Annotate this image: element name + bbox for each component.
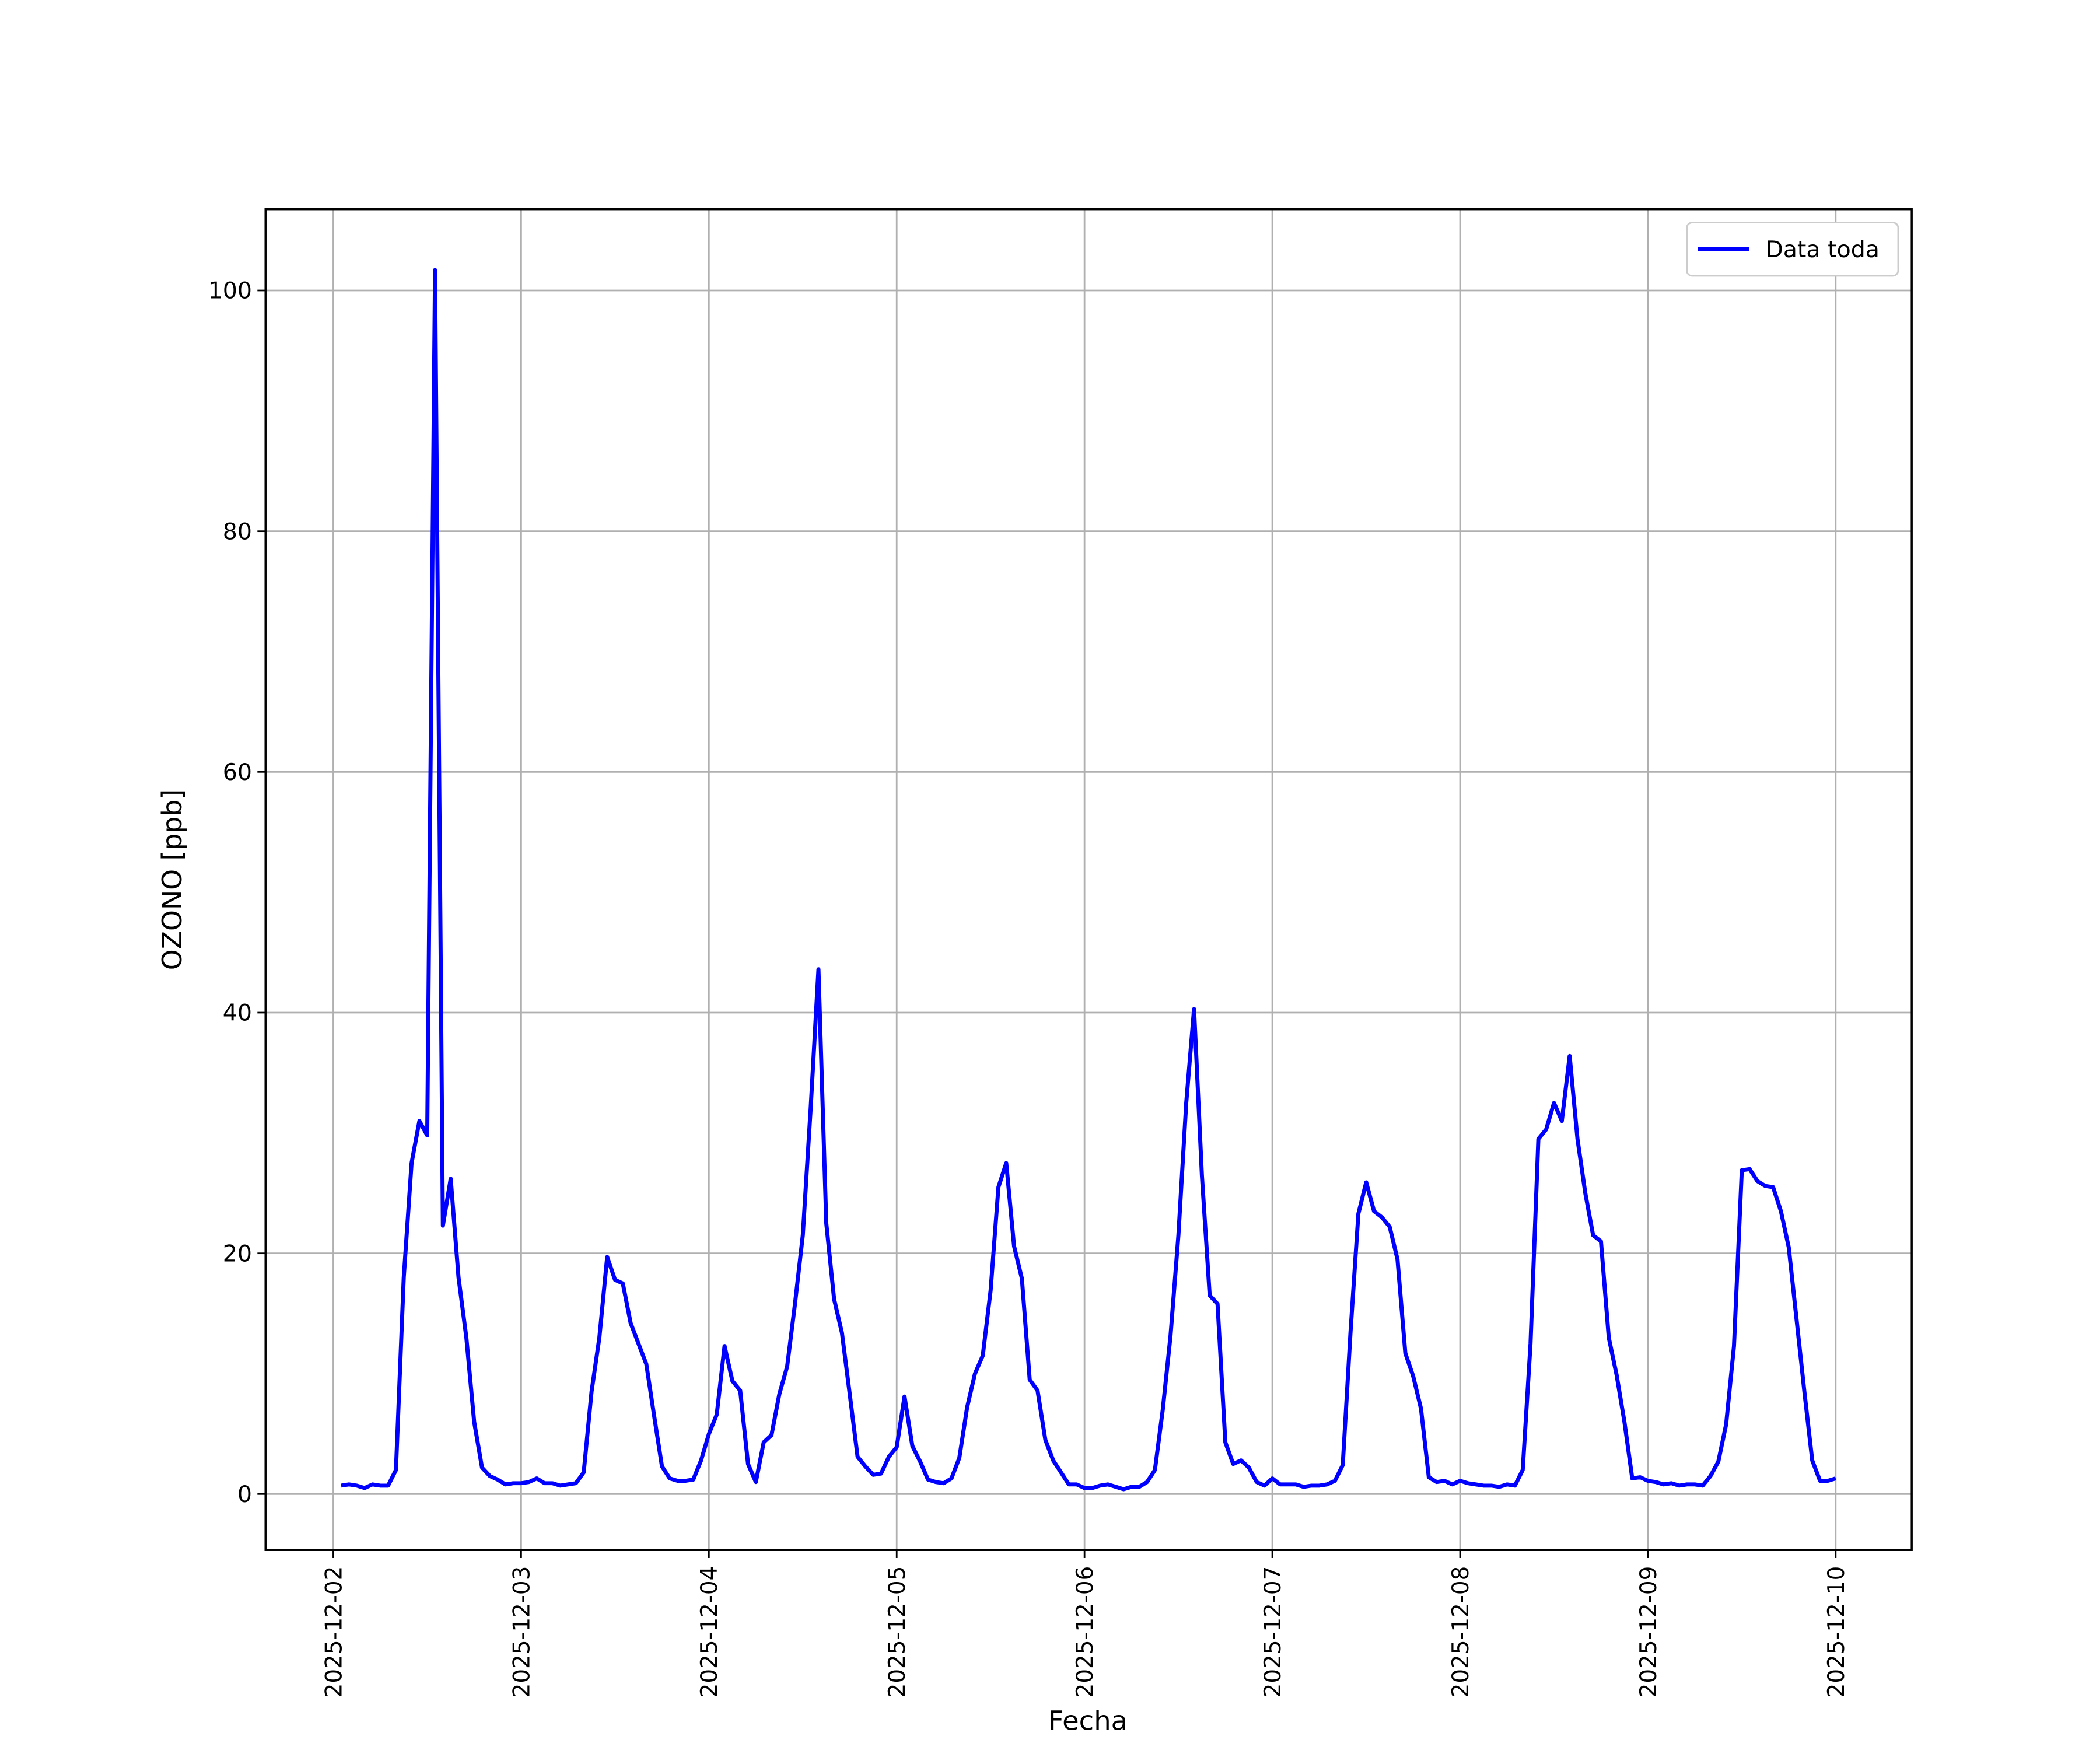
y-tick-label: 100: [208, 278, 252, 304]
x-tick-label: 2025-12-07: [1260, 1566, 1286, 1698]
y-tick-label: 60: [223, 760, 252, 786]
x-tick-label: 2025-12-10: [1823, 1566, 1849, 1698]
y-tick-label: 0: [237, 1482, 252, 1508]
x-tick-label: 2025-12-04: [696, 1566, 723, 1698]
data-line: [341, 268, 1836, 1492]
x-tick-label: 2025-12-02: [321, 1566, 347, 1698]
plot-frame: [264, 208, 1913, 1551]
y-tick-label: 80: [223, 519, 252, 545]
legend-label: Data toda: [1765, 237, 1880, 263]
x-tick-label: 2025-12-09: [1636, 1566, 1662, 1698]
x-tick-label: 2025-12-05: [884, 1566, 911, 1698]
x-tick-label: 2025-12-08: [1448, 1566, 1474, 1698]
x-axis-label: Fecha: [1048, 1705, 1128, 1737]
y-tick-label: 40: [223, 1000, 252, 1027]
legend-box: [1686, 222, 1899, 277]
y-tick-label: 20: [223, 1241, 252, 1268]
x-tick-label: 2025-12-06: [1072, 1566, 1098, 1698]
x-tick-label: 2025-12-03: [509, 1566, 535, 1698]
y-axis-label: OZONO [ppb]: [156, 789, 188, 971]
